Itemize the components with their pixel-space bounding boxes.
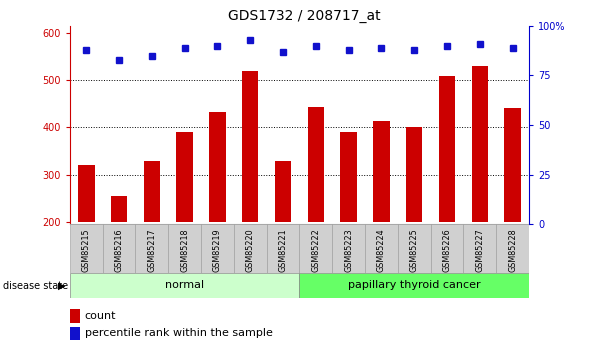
Bar bbox=[275, 161, 291, 222]
Bar bbox=[103, 224, 136, 273]
Bar bbox=[398, 224, 430, 273]
Text: GDS1732 / 208717_at: GDS1732 / 208717_at bbox=[227, 9, 381, 23]
Bar bbox=[70, 224, 103, 273]
Bar bbox=[505, 108, 521, 222]
Text: GSM85225: GSM85225 bbox=[410, 228, 419, 272]
Bar bbox=[332, 224, 365, 273]
Bar bbox=[111, 196, 127, 222]
Bar bbox=[472, 66, 488, 222]
Text: normal: normal bbox=[165, 280, 204, 290]
Text: GSM85228: GSM85228 bbox=[508, 228, 517, 272]
Text: disease state: disease state bbox=[3, 281, 68, 290]
Text: GSM85227: GSM85227 bbox=[475, 228, 485, 272]
Text: GSM85219: GSM85219 bbox=[213, 228, 222, 272]
Text: GSM85220: GSM85220 bbox=[246, 228, 255, 272]
Text: papillary thyroid cancer: papillary thyroid cancer bbox=[348, 280, 480, 290]
Bar bbox=[340, 132, 357, 222]
Text: GSM85221: GSM85221 bbox=[278, 228, 288, 272]
Bar bbox=[373, 121, 390, 222]
Bar bbox=[209, 112, 226, 222]
Text: GSM85215: GSM85215 bbox=[82, 228, 91, 272]
Bar bbox=[70, 309, 80, 323]
Bar bbox=[300, 273, 529, 298]
Bar bbox=[78, 165, 94, 222]
Bar bbox=[168, 224, 201, 273]
Bar bbox=[308, 107, 324, 222]
Text: GSM85224: GSM85224 bbox=[377, 228, 386, 272]
Bar bbox=[176, 132, 193, 222]
Bar bbox=[463, 224, 496, 273]
Text: GSM85222: GSM85222 bbox=[311, 228, 320, 272]
Bar bbox=[365, 224, 398, 273]
Bar bbox=[136, 224, 168, 273]
Bar bbox=[201, 224, 234, 273]
Text: GSM85216: GSM85216 bbox=[114, 228, 123, 272]
Text: GSM85218: GSM85218 bbox=[180, 228, 189, 272]
Text: percentile rank within the sample: percentile rank within the sample bbox=[85, 328, 272, 338]
Text: GSM85217: GSM85217 bbox=[147, 228, 156, 272]
Bar bbox=[496, 224, 529, 273]
Bar bbox=[242, 71, 258, 222]
Text: GSM85223: GSM85223 bbox=[344, 228, 353, 272]
Bar bbox=[70, 327, 80, 340]
Text: count: count bbox=[85, 311, 116, 321]
Bar bbox=[430, 224, 463, 273]
Bar bbox=[406, 127, 423, 222]
Bar bbox=[70, 273, 299, 298]
Bar bbox=[439, 76, 455, 222]
Text: ▶: ▶ bbox=[58, 281, 66, 290]
Bar bbox=[143, 161, 160, 222]
Bar bbox=[234, 224, 267, 273]
Bar bbox=[267, 224, 300, 273]
Bar bbox=[300, 224, 332, 273]
Text: GSM85226: GSM85226 bbox=[443, 228, 452, 272]
